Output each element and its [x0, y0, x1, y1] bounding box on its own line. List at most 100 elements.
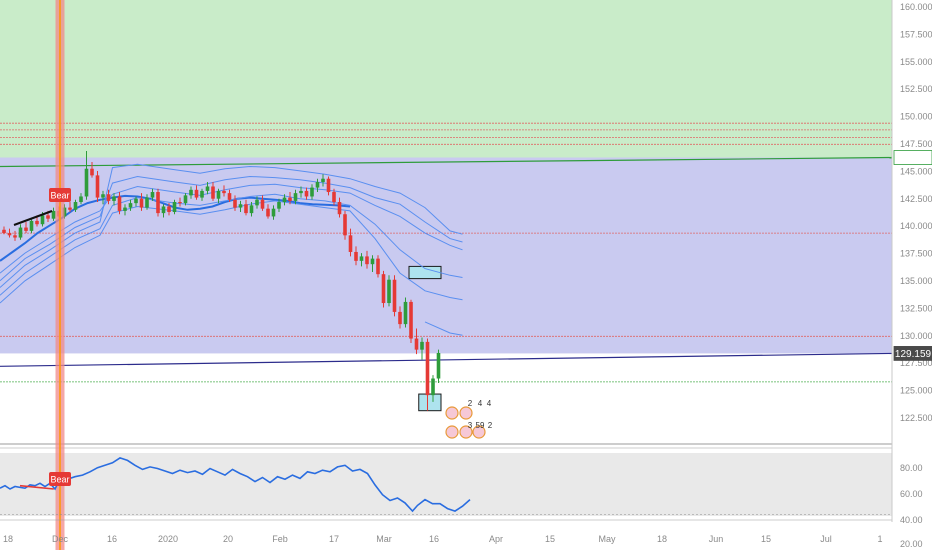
- crosshair-vertical: [55, 0, 65, 550]
- oscillator-axis[interactable]: 80.00 60.00 40.00 20.00: [900, 463, 923, 549]
- osc-tick-0: 80.00: [900, 463, 923, 473]
- candle-body-60: [332, 192, 336, 203]
- cluster-marker-0: [445, 406, 459, 420]
- candlesticks: [2, 150, 441, 411]
- price-tick-13: 127.500: [900, 358, 932, 368]
- band-line-2: [0, 175, 463, 282]
- candle-body-24: [134, 198, 138, 204]
- price-tick-7: 142.500: [900, 194, 932, 204]
- bear-tag-bg: [49, 188, 71, 202]
- candle-body-58: [321, 178, 325, 183]
- candle-body-40: [222, 190, 226, 194]
- candle-body-29: [161, 206, 166, 214]
- price-tick-11: 132.500: [900, 303, 932, 313]
- candle-body-37: [205, 186, 210, 191]
- price-tick-3: 152.500: [900, 84, 932, 94]
- candle-body-7: [40, 215, 45, 225]
- candle-body-32: [178, 202, 182, 204]
- candle-body-63: [348, 235, 353, 252]
- osc-tick-1: 60.00: [900, 489, 923, 499]
- zone-border-top: [0, 156, 893, 168]
- candle-body-3: [18, 227, 23, 238]
- candle-body-5: [29, 220, 34, 231]
- cluster-label-0: 2: [468, 399, 473, 408]
- band-line-4: [0, 193, 463, 296]
- candle-body-35: [194, 189, 199, 198]
- candle-body-52: [288, 197, 292, 201]
- candle-body-49: [271, 208, 276, 217]
- candle-body-21: [117, 196, 122, 211]
- cluster-marker-1: [459, 406, 473, 420]
- candle-body-72: [398, 311, 402, 325]
- time-tick-12: 18: [657, 534, 667, 544]
- candle-body-2: [13, 235, 17, 238]
- time-tick-13: Jun: [709, 534, 724, 544]
- price-axis[interactable]: 160.000 157.500 155.000 152.500 150.000 147.5…: [891, 0, 932, 550]
- candle-body-68: [376, 258, 380, 275]
- candle-body-0: [2, 229, 6, 234]
- zone-0: [0, 0, 892, 158]
- candle-body-62: [343, 214, 347, 236]
- zone-border-bottom: [0, 352, 893, 367]
- price-tags: 146.814 129.159: [893, 150, 932, 361]
- candle-body-18: [101, 194, 105, 198]
- price-tick-12: 130.000: [900, 331, 932, 341]
- time-tick-2: 16: [107, 534, 117, 544]
- price-tick-6: 145.000: [900, 166, 932, 176]
- price-tag-label-0: 146.814: [895, 153, 932, 164]
- bear-tag-label-osc: Bear: [50, 475, 69, 485]
- time-axis[interactable]: 18 Dec 16 2020 20 Feb 17 Mar 16 Apr 15 May 18 Jun 15 Ju…: [3, 534, 883, 544]
- candle-body-36: [200, 190, 204, 198]
- candle-body-33: [183, 195, 188, 204]
- candle-body-73: [403, 301, 408, 325]
- cluster-label-4: 59: [476, 421, 485, 430]
- time-tick-14: 15: [761, 534, 771, 544]
- bear-tag-bg-osc: [49, 472, 71, 486]
- time-tick-0: 18: [3, 534, 13, 544]
- candle-body-77: [425, 341, 430, 396]
- price-tag-bg-1: [893, 346, 932, 361]
- band-line-3: [0, 163, 463, 288]
- band-line-5: [0, 200, 463, 304]
- time-tick-6: 17: [329, 534, 339, 544]
- oscillator-background: [0, 453, 892, 516]
- candle-body-56: [310, 187, 314, 197]
- band-line-1: [0, 183, 463, 274]
- candle-body-14: [79, 196, 83, 203]
- candle-body-20: [112, 196, 116, 201]
- candle-body-41: [227, 193, 232, 200]
- candle-body-71: [392, 279, 397, 312]
- candle-body-53: [293, 193, 298, 201]
- candle-body-31: [172, 202, 177, 213]
- candle-body-15: [84, 168, 89, 197]
- price-tick-2: 155.000: [900, 57, 932, 67]
- candle-body-59: [326, 178, 331, 193]
- time-tick-11: May: [598, 534, 616, 544]
- trend-line: [13, 210, 53, 226]
- price-tick-0: 160.000: [900, 2, 932, 12]
- candle-body-42: [233, 199, 237, 208]
- price-tick-10: 135.000: [900, 276, 932, 286]
- candle-body-47: [260, 199, 265, 209]
- candle-body-70: [387, 279, 391, 304]
- candle-body-54: [299, 190, 303, 194]
- candle-body-4: [24, 227, 28, 231]
- band-line-6: [424, 321, 463, 336]
- price-tick-1: 157.500: [900, 29, 932, 39]
- trend-segment: [13, 210, 53, 226]
- price-tick-9: 137.500: [900, 249, 932, 259]
- time-tick-7: Mar: [376, 534, 392, 544]
- candle-body-45: [249, 205, 254, 214]
- candle-body-66: [365, 256, 369, 265]
- cluster-marker-3: [459, 425, 473, 439]
- candle-body-64: [354, 251, 358, 261]
- price-tick-8: 140.000: [900, 221, 932, 231]
- cluster-marker-2: [445, 425, 459, 439]
- candle-body-6: [35, 220, 39, 225]
- time-tick-8: 16: [429, 534, 439, 544]
- candle-body-19: [106, 194, 111, 201]
- time-tick-1: Dec: [52, 534, 69, 544]
- price-tick-15: 122.500: [900, 413, 932, 423]
- price-tick-4: 150.000: [900, 112, 932, 122]
